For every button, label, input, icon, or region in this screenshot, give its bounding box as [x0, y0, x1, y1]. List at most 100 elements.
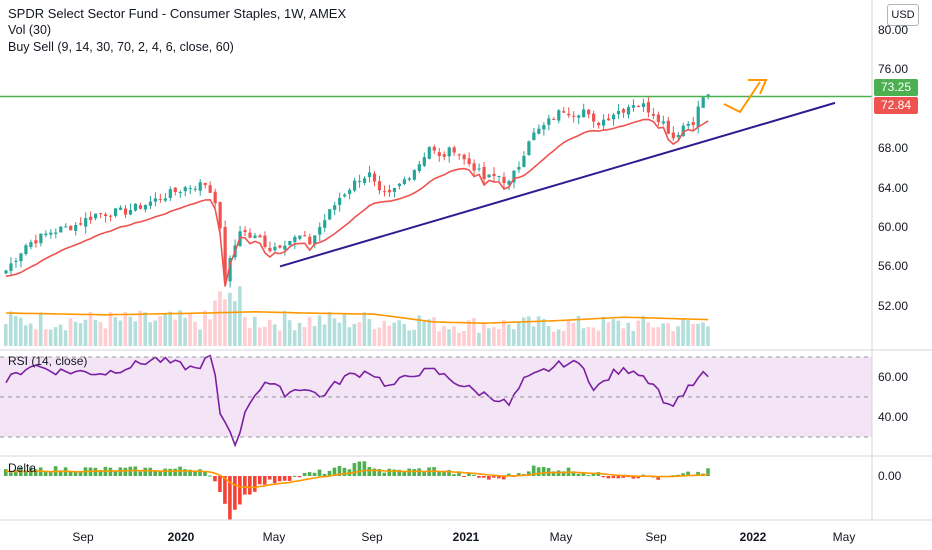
volume-bar	[497, 329, 501, 346]
candle-body	[666, 120, 670, 134]
delta-bar	[696, 471, 700, 476]
delta-bar	[48, 471, 53, 476]
candle-body	[432, 146, 436, 151]
candle-body	[278, 245, 282, 248]
volume-bar	[352, 323, 357, 346]
delta-bar	[93, 467, 98, 476]
delta-bar	[422, 471, 426, 476]
candle	[223, 220, 227, 283]
volume-bar	[198, 329, 202, 346]
delta-bar	[33, 469, 38, 476]
candle	[442, 151, 446, 161]
delta-bar	[457, 471, 461, 476]
volume-ma-line	[5, 310, 709, 325]
candle-body	[552, 118, 556, 120]
candle	[143, 204, 148, 213]
candle	[572, 111, 576, 123]
forecast-arrow-head	[748, 79, 768, 95]
candle	[452, 145, 456, 156]
volume-bar	[487, 328, 491, 346]
candle	[651, 108, 655, 120]
candle	[537, 124, 541, 135]
candle-body	[372, 173, 377, 182]
delta-bar	[372, 468, 377, 476]
delta-bar	[153, 470, 157, 476]
candle	[362, 176, 367, 186]
volume-bars	[4, 286, 710, 346]
candle	[178, 190, 182, 198]
candle	[562, 107, 566, 113]
candle-body	[168, 189, 172, 198]
chart-title: SPDR Select Sector Fund - Consumer Stapl…	[8, 6, 347, 21]
candle	[163, 193, 167, 203]
candle-body	[258, 235, 262, 238]
volume-bar	[651, 327, 655, 346]
candle	[492, 167, 496, 183]
delta-bar	[437, 471, 441, 476]
delta-bar	[367, 467, 372, 476]
volume-bar	[357, 322, 362, 346]
candle	[253, 232, 257, 239]
candle-body	[138, 205, 143, 209]
delta-bar	[78, 470, 83, 476]
volume-bar	[502, 320, 506, 346]
candle-body	[213, 191, 217, 204]
volume-bar	[392, 322, 397, 346]
candle-body	[9, 263, 13, 271]
currency-button[interactable]: USD	[887, 4, 919, 26]
delta-bar	[253, 476, 257, 492]
volume-bar	[173, 319, 177, 346]
volume-bar	[18, 317, 23, 346]
candle	[402, 176, 406, 185]
delta-bar	[13, 470, 18, 476]
volume-bar	[646, 322, 651, 346]
volume-bar	[462, 330, 466, 346]
candle	[616, 104, 621, 119]
candlesticks	[4, 94, 710, 288]
volume-bar	[596, 330, 601, 346]
candle-body	[353, 180, 357, 191]
volume-bar	[551, 331, 556, 346]
candle-body	[19, 253, 23, 262]
volume-bar	[581, 328, 586, 346]
candle-body	[522, 155, 526, 167]
volume-bar	[83, 319, 88, 346]
volume-bar	[238, 286, 242, 346]
price-tick-label: 52.00	[878, 298, 909, 313]
delta-bar	[238, 476, 242, 505]
volume-bar	[606, 322, 611, 346]
delta-bar	[183, 469, 187, 476]
time-tick-label: 2022	[739, 530, 767, 544]
volume-bar	[546, 325, 551, 346]
candle	[44, 230, 48, 238]
delta-bar	[322, 473, 327, 476]
volume-bar	[248, 327, 252, 346]
delta-bar	[327, 470, 332, 476]
volume-bar	[571, 322, 576, 346]
candle-body	[452, 147, 456, 153]
candle-body	[173, 187, 177, 193]
delta-bar	[397, 469, 402, 476]
delta-bar	[312, 472, 317, 476]
candle	[29, 239, 33, 250]
candle-body	[328, 209, 332, 220]
candle-body	[223, 226, 227, 281]
candle	[666, 116, 670, 135]
candle	[79, 217, 83, 226]
candle	[686, 121, 690, 130]
volume-bar	[511, 329, 516, 346]
delta-bar	[681, 473, 685, 476]
candle-body	[686, 123, 690, 126]
candle	[372, 171, 377, 187]
candle-body	[382, 191, 387, 193]
candle-body	[542, 125, 546, 130]
candle	[353, 177, 357, 193]
candle-body	[487, 174, 491, 178]
candle	[4, 269, 8, 275]
delta-bar	[203, 471, 207, 476]
candle	[671, 126, 675, 142]
candle	[427, 146, 431, 160]
ma-price-tag: 72.84	[874, 97, 918, 115]
candle	[641, 98, 646, 112]
